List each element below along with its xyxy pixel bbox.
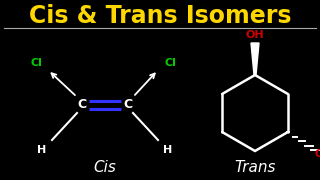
Text: C: C: [77, 98, 87, 111]
Text: OH: OH: [246, 30, 264, 40]
Text: Cis: Cis: [93, 161, 116, 176]
Text: Cl: Cl: [30, 58, 42, 68]
Text: Cl: Cl: [164, 58, 176, 68]
Text: C: C: [124, 98, 132, 111]
Text: H: H: [37, 145, 47, 155]
Text: H: H: [164, 145, 172, 155]
Text: Trans: Trans: [234, 161, 276, 176]
Polygon shape: [251, 43, 259, 75]
Text: OH: OH: [315, 149, 320, 159]
Text: Cis & Trans Isomers: Cis & Trans Isomers: [29, 4, 291, 28]
